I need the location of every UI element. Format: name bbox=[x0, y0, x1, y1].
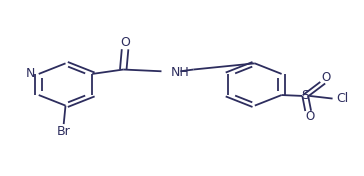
Text: NH: NH bbox=[171, 66, 190, 79]
Text: O: O bbox=[120, 36, 130, 49]
Text: O: O bbox=[305, 110, 314, 123]
Text: Cl: Cl bbox=[336, 92, 348, 105]
Text: O: O bbox=[321, 71, 330, 84]
Text: Br: Br bbox=[57, 125, 71, 138]
Text: N: N bbox=[26, 67, 35, 80]
Text: S: S bbox=[301, 89, 309, 102]
